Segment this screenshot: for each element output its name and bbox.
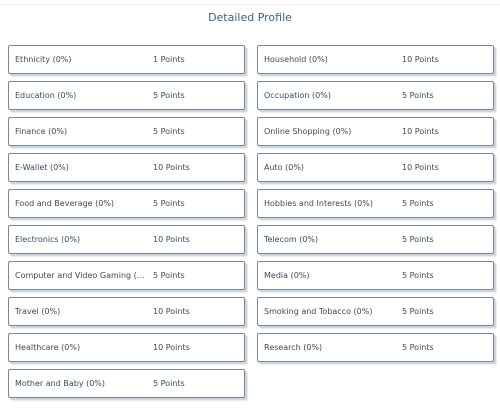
profile-card-points: 10 Points bbox=[153, 235, 190, 244]
profile-card-points: 5 Points bbox=[402, 235, 434, 244]
profile-card-label: Finance (0%) bbox=[15, 127, 68, 136]
profile-card-computer-and-video-gaming[interactable]: Computer and Video Gaming (... 5 Points bbox=[8, 261, 245, 290]
profile-card-travel[interactable]: Travel (0%) 10 Points bbox=[8, 297, 245, 326]
profile-card-label: Research (0%) bbox=[264, 343, 323, 352]
profile-card-finance[interactable]: Finance (0%) 5 Points bbox=[8, 117, 245, 146]
profile-card-label: Computer and Video Gaming (... bbox=[15, 271, 145, 280]
profile-card-label: Travel (0%) bbox=[15, 307, 61, 316]
top-divider bbox=[0, 4, 500, 5]
profile-card-points: 5 Points bbox=[402, 271, 434, 280]
profile-card-ethnicity[interactable]: Ethnicity (0%) 1 Points bbox=[8, 45, 245, 74]
profile-card-points: 1 Points bbox=[153, 55, 185, 64]
profile-card-label: Education (0%) bbox=[15, 91, 77, 100]
profile-card-media[interactable]: Media (0%) 5 Points bbox=[257, 261, 494, 290]
profile-card-label: Healthcare (0%) bbox=[15, 343, 81, 352]
profile-card-label: Mother and Baby (0%) bbox=[15, 379, 106, 388]
profile-card-label: Hobbies and Interests (0%) bbox=[264, 199, 373, 208]
profile-card-points: 10 Points bbox=[153, 343, 190, 352]
profile-card-label: Occupation (0%) bbox=[264, 91, 331, 100]
profile-card-points: 5 Points bbox=[153, 379, 185, 388]
profile-card-label: Ethnicity (0%) bbox=[15, 55, 72, 64]
profile-card-label: Electronics (0%) bbox=[15, 235, 81, 244]
profile-card-points: 5 Points bbox=[402, 91, 434, 100]
profile-card-occupation[interactable]: Occupation (0%) 5 Points bbox=[257, 81, 494, 110]
profile-card-food-and-beverage[interactable]: Food and Beverage (0%) 5 Points bbox=[8, 189, 245, 218]
profile-card-label: Media (0%) bbox=[264, 271, 310, 280]
profile-card-label: Household (0%) bbox=[264, 55, 328, 64]
profile-card-healthcare[interactable]: Healthcare (0%) 10 Points bbox=[8, 333, 245, 362]
profile-card-smoking-and-tobacco[interactable]: Smoking and Tobacco (0%) 5 Points bbox=[257, 297, 494, 326]
profile-card-auto[interactable]: Auto (0%) 10 Points bbox=[257, 153, 494, 182]
profile-card-hobbies-and-interests[interactable]: Hobbies and Interests (0%) 5 Points bbox=[257, 189, 494, 218]
profile-card-points: 5 Points bbox=[153, 127, 185, 136]
profile-card-label: Smoking and Tobacco (0%) bbox=[264, 307, 373, 316]
profile-card-label: Food and Beverage (0%) bbox=[15, 199, 115, 208]
profile-card-research[interactable]: Research (0%) 5 Points bbox=[257, 333, 494, 362]
profile-card-label: E-Wallet (0%) bbox=[15, 163, 69, 172]
profile-card-points: 5 Points bbox=[153, 91, 185, 100]
profile-card-education[interactable]: Education (0%) 5 Points bbox=[8, 81, 245, 110]
profile-card-label: Online Shopping (0%) bbox=[264, 127, 352, 136]
profile-card-points: 10 Points bbox=[153, 307, 190, 316]
profile-card-points: 10 Points bbox=[153, 163, 190, 172]
profile-card-points: 10 Points bbox=[402, 55, 439, 64]
profile-grid: Ethnicity (0%) 1 Points Household (0%) 1… bbox=[8, 45, 494, 398]
profile-card-points: 5 Points bbox=[402, 343, 434, 352]
profile-card-points: 5 Points bbox=[153, 271, 185, 280]
profile-card-online-shopping[interactable]: Online Shopping (0%) 10 Points bbox=[257, 117, 494, 146]
profile-card-points: 5 Points bbox=[153, 199, 185, 208]
profile-card-household[interactable]: Household (0%) 10 Points bbox=[257, 45, 494, 74]
profile-card-points: 10 Points bbox=[402, 163, 439, 172]
profile-card-points: 5 Points bbox=[402, 307, 434, 316]
profile-card-mother-and-baby[interactable]: Mother and Baby (0%) 5 Points bbox=[8, 369, 245, 398]
page-title: Detailed Profile bbox=[208, 11, 292, 24]
profile-card-label: Telecom (0%) bbox=[264, 235, 319, 244]
profile-card-label: Auto (0%) bbox=[264, 163, 305, 172]
profile-card-telecom[interactable]: Telecom (0%) 5 Points bbox=[257, 225, 494, 254]
profile-card-electronics[interactable]: Electronics (0%) 10 Points bbox=[8, 225, 245, 254]
profile-card-points: 5 Points bbox=[402, 199, 434, 208]
profile-card-points: 10 Points bbox=[402, 127, 439, 136]
profile-card-e-wallet[interactable]: E-Wallet (0%) 10 Points bbox=[8, 153, 245, 182]
